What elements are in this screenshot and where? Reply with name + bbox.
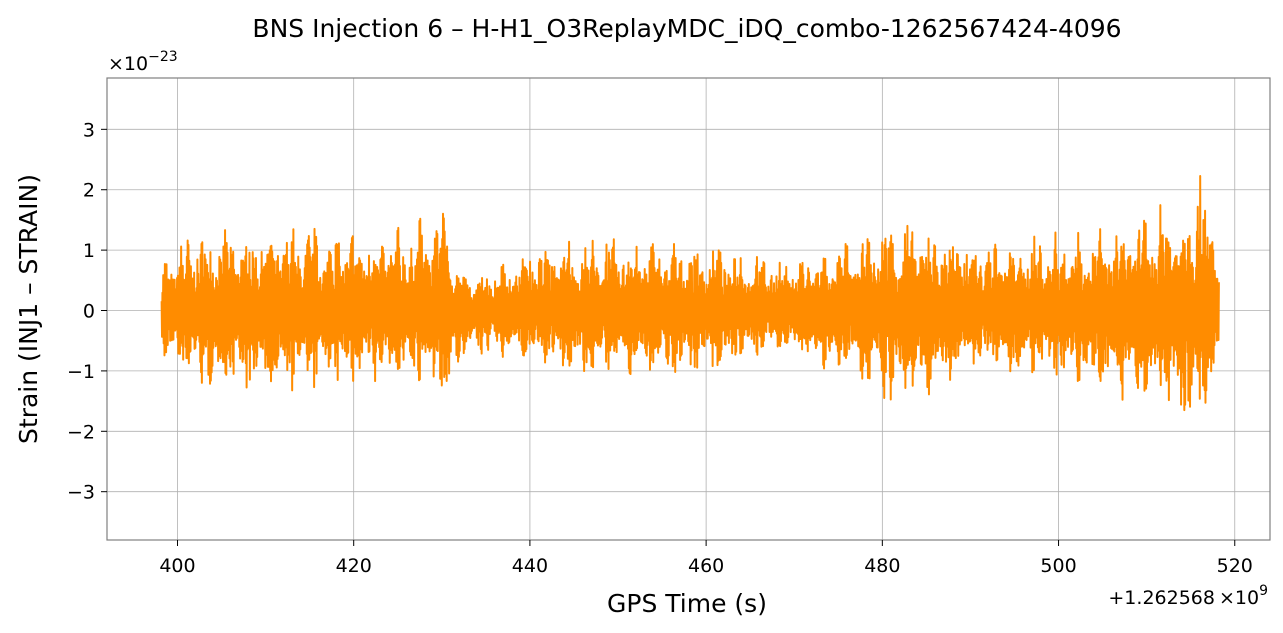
plot-area-frame [106,77,1271,541]
y-axis-label: Strain (INJ1 – STRAIN) [14,174,43,444]
x-tick-label: 440 [512,555,548,577]
x-tick-label: 480 [864,555,900,577]
chart-title: BNS Injection 6 – H-H1_O3ReplayMDC_iDQ_c… [252,14,1121,43]
y-axis-scale-label: ×10−23 [108,49,178,75]
y-tick-label: −3 [67,482,95,504]
x-axis-offset-label: +1.262568 ×109 [1108,583,1268,609]
x-tick-label: 520 [1217,555,1253,577]
x-tick-label: 420 [336,555,372,577]
y-tick-label: 2 [83,180,95,202]
x-tick-label: 460 [688,555,724,577]
y-scale-exponent: −23 [148,49,178,65]
x-offset-exponent: 9 [1259,583,1268,599]
x-offset-times: ×10 [1219,587,1259,609]
x-tick-label: 400 [159,555,195,577]
y-tick-label: 3 [83,119,95,141]
y-tick-label: −2 [67,421,95,443]
strain-series-line [160,174,1220,412]
y-scale-main: ×10 [108,53,148,75]
x-axis-label: GPS Time (s) [607,589,767,618]
y-axis-ticks: −3 −2 −1 0 1 2 3 [67,119,107,504]
y-tick-label: 0 [83,301,95,323]
y-tick-label: −1 [67,361,95,383]
x-offset-main: +1.262568 [1108,587,1215,609]
x-axis-ticks: 400 420 440 460 480 500 520 [159,540,1253,577]
x-tick-label: 500 [1040,555,1076,577]
y-tick-label: 1 [83,240,95,262]
